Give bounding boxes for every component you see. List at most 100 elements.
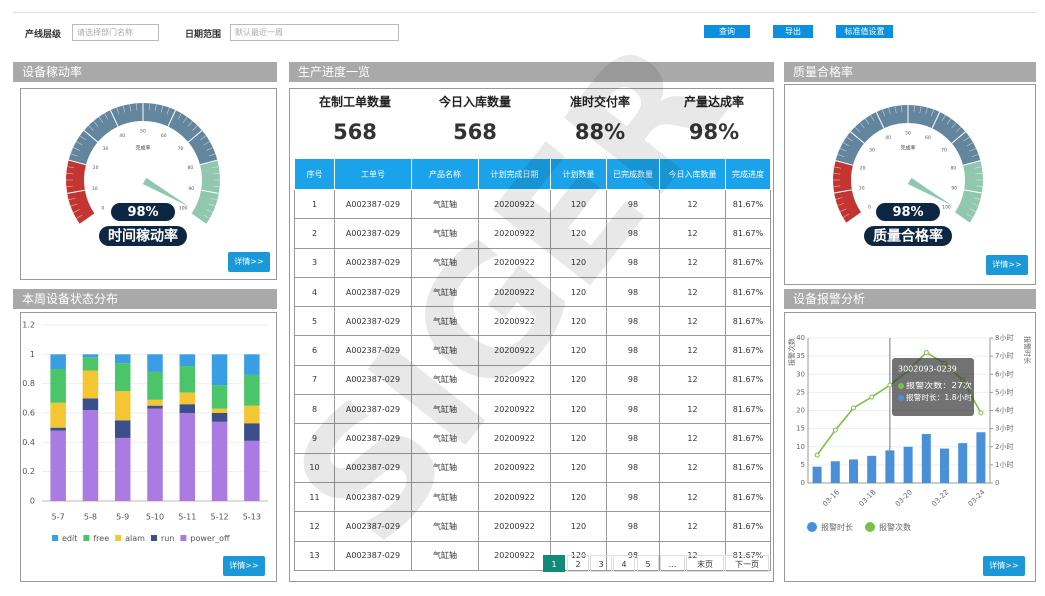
table-cell: 20200922 <box>478 247 551 278</box>
bar-segment <box>179 413 196 501</box>
gauge-minor <box>160 105 164 113</box>
page-button[interactable]: 5 <box>637 555 659 572</box>
legend-swatch <box>150 535 157 541</box>
detail-button[interactable]: 详情>> <box>983 556 1025 576</box>
kpi-value: 98% <box>688 120 740 144</box>
column-header: 完成进度 <box>725 158 771 190</box>
page-button[interactable]: 3 <box>590 555 612 572</box>
table-cell: A002387-029 <box>334 540 412 571</box>
y-tick-label: 0 <box>801 479 805 487</box>
table-cell: 81.67% <box>725 247 771 278</box>
gauge-minor <box>66 185 74 188</box>
bar-segment <box>211 385 228 409</box>
legend-swatch <box>180 535 187 541</box>
gauge-minor <box>66 172 74 175</box>
gauge-tick-label: 20 <box>93 165 99 171</box>
detail-button[interactable]: 详情>> <box>986 255 1028 275</box>
gauge-tick <box>954 212 970 224</box>
table-cell: A002387-029 <box>334 511 412 542</box>
gauge-minor <box>882 109 886 117</box>
table-row: 7 A002387-029 气缸轴 20200922 120 98 12 81.67% <box>294 364 771 396</box>
gauge-minor <box>212 172 220 175</box>
legend-label: 报警时长 <box>821 522 853 532</box>
bar-segment <box>50 369 66 403</box>
gauge-tick-label: 10 <box>859 186 865 192</box>
table-cell: A002387-029 <box>334 247 412 278</box>
bar-segment <box>244 354 260 375</box>
gauge-minor <box>154 104 157 112</box>
table-cell: 120 <box>550 452 607 483</box>
filter-label: 产线层级 <box>25 30 62 40</box>
gauge-minor <box>936 111 940 119</box>
gauge-tick-label: 0 <box>101 206 104 212</box>
gauge-tick-label: 80 <box>187 165 193 171</box>
table-cell: 12 <box>659 218 726 249</box>
gauge-tick-label: 40 <box>119 133 125 139</box>
page-button[interactable]: 下一页 <box>725 555 769 572</box>
tooltip-line: 报警时长：1.8小时 <box>906 392 973 402</box>
gauge-minor <box>834 166 842 169</box>
detail-button[interactable]: 详情>> <box>228 252 270 272</box>
table-cell: 8 <box>294 394 335 425</box>
page-button[interactable]: 1 <box>543 555 565 572</box>
table-cell: A002387-029 <box>334 306 412 337</box>
line-point <box>923 350 929 355</box>
gauge-tick-label: 60 <box>925 135 931 141</box>
date-input[interactable]: 默认最近一周 <box>230 24 399 41</box>
table-cell: 98 <box>606 247 660 278</box>
gauge-minor <box>187 120 193 127</box>
y-tick-label: 5 <box>801 461 805 469</box>
table-cell: 10 <box>294 452 335 483</box>
page-button[interactable]: ... <box>660 555 685 572</box>
table-cell: 20200922 <box>478 335 551 366</box>
table-cell: 98 <box>606 188 660 220</box>
gauge-tick-label: 90 <box>951 186 957 192</box>
page-button[interactable]: 末页 <box>686 555 724 572</box>
bar <box>921 434 931 483</box>
gauge-minor <box>206 147 213 151</box>
gauge-minor <box>208 153 216 157</box>
gauge-tick-label: 50 <box>140 129 146 135</box>
table-cell: 20200922 <box>478 188 551 220</box>
table-cell: 120 <box>550 306 607 337</box>
page-button[interactable]: 2 <box>567 555 589 572</box>
page-button[interactable]: 4 <box>613 555 635 572</box>
bar-segment <box>211 413 228 422</box>
bar <box>885 450 895 483</box>
gauge-minor <box>859 122 865 129</box>
query-button[interactable]: 查询 <box>704 25 750 38</box>
table-cell: 81.67% <box>725 218 771 249</box>
gauge-minor <box>835 160 843 163</box>
bar-segment <box>211 421 228 501</box>
bar <box>940 448 949 483</box>
table-cell: 气缸轴 <box>411 335 479 366</box>
caption-pill <box>99 226 187 246</box>
table-cell: 20200922 <box>478 423 551 454</box>
x-tick-label: 03-18 <box>857 488 877 508</box>
bar <box>830 461 840 483</box>
detail-button[interactable]: 详情>> <box>223 556 265 576</box>
table-cell: 12 <box>659 364 726 396</box>
y-tick-label: 30 <box>796 370 805 378</box>
value-pill <box>111 203 175 221</box>
gauge-minor <box>966 213 974 218</box>
gauge-caption: 质量合格率 <box>873 228 943 245</box>
table-cell: 气缸轴 <box>411 423 479 454</box>
gauge-minor <box>842 142 850 147</box>
settings-button[interactable]: 标准值设置 <box>836 25 893 38</box>
panel-header: 设备稼动率 <box>13 62 277 82</box>
gauge-minor <box>203 214 210 219</box>
bar-segment <box>179 404 196 413</box>
export-button[interactable]: 导出 <box>773 25 813 38</box>
y2-tick-label: 2小时 <box>995 442 1013 451</box>
panel-box <box>784 84 1036 285</box>
table-cell: 20200922 <box>478 481 551 513</box>
caption-pill <box>864 226 952 246</box>
line-input[interactable]: 请选择部门名称 <box>72 24 159 41</box>
bar-segment <box>179 392 196 405</box>
x-tick-label: 5-12 <box>210 513 228 522</box>
bar <box>958 443 968 483</box>
gauge-tick-label: 0 <box>868 204 871 210</box>
bar-segment <box>114 437 131 501</box>
bar <box>849 459 858 483</box>
